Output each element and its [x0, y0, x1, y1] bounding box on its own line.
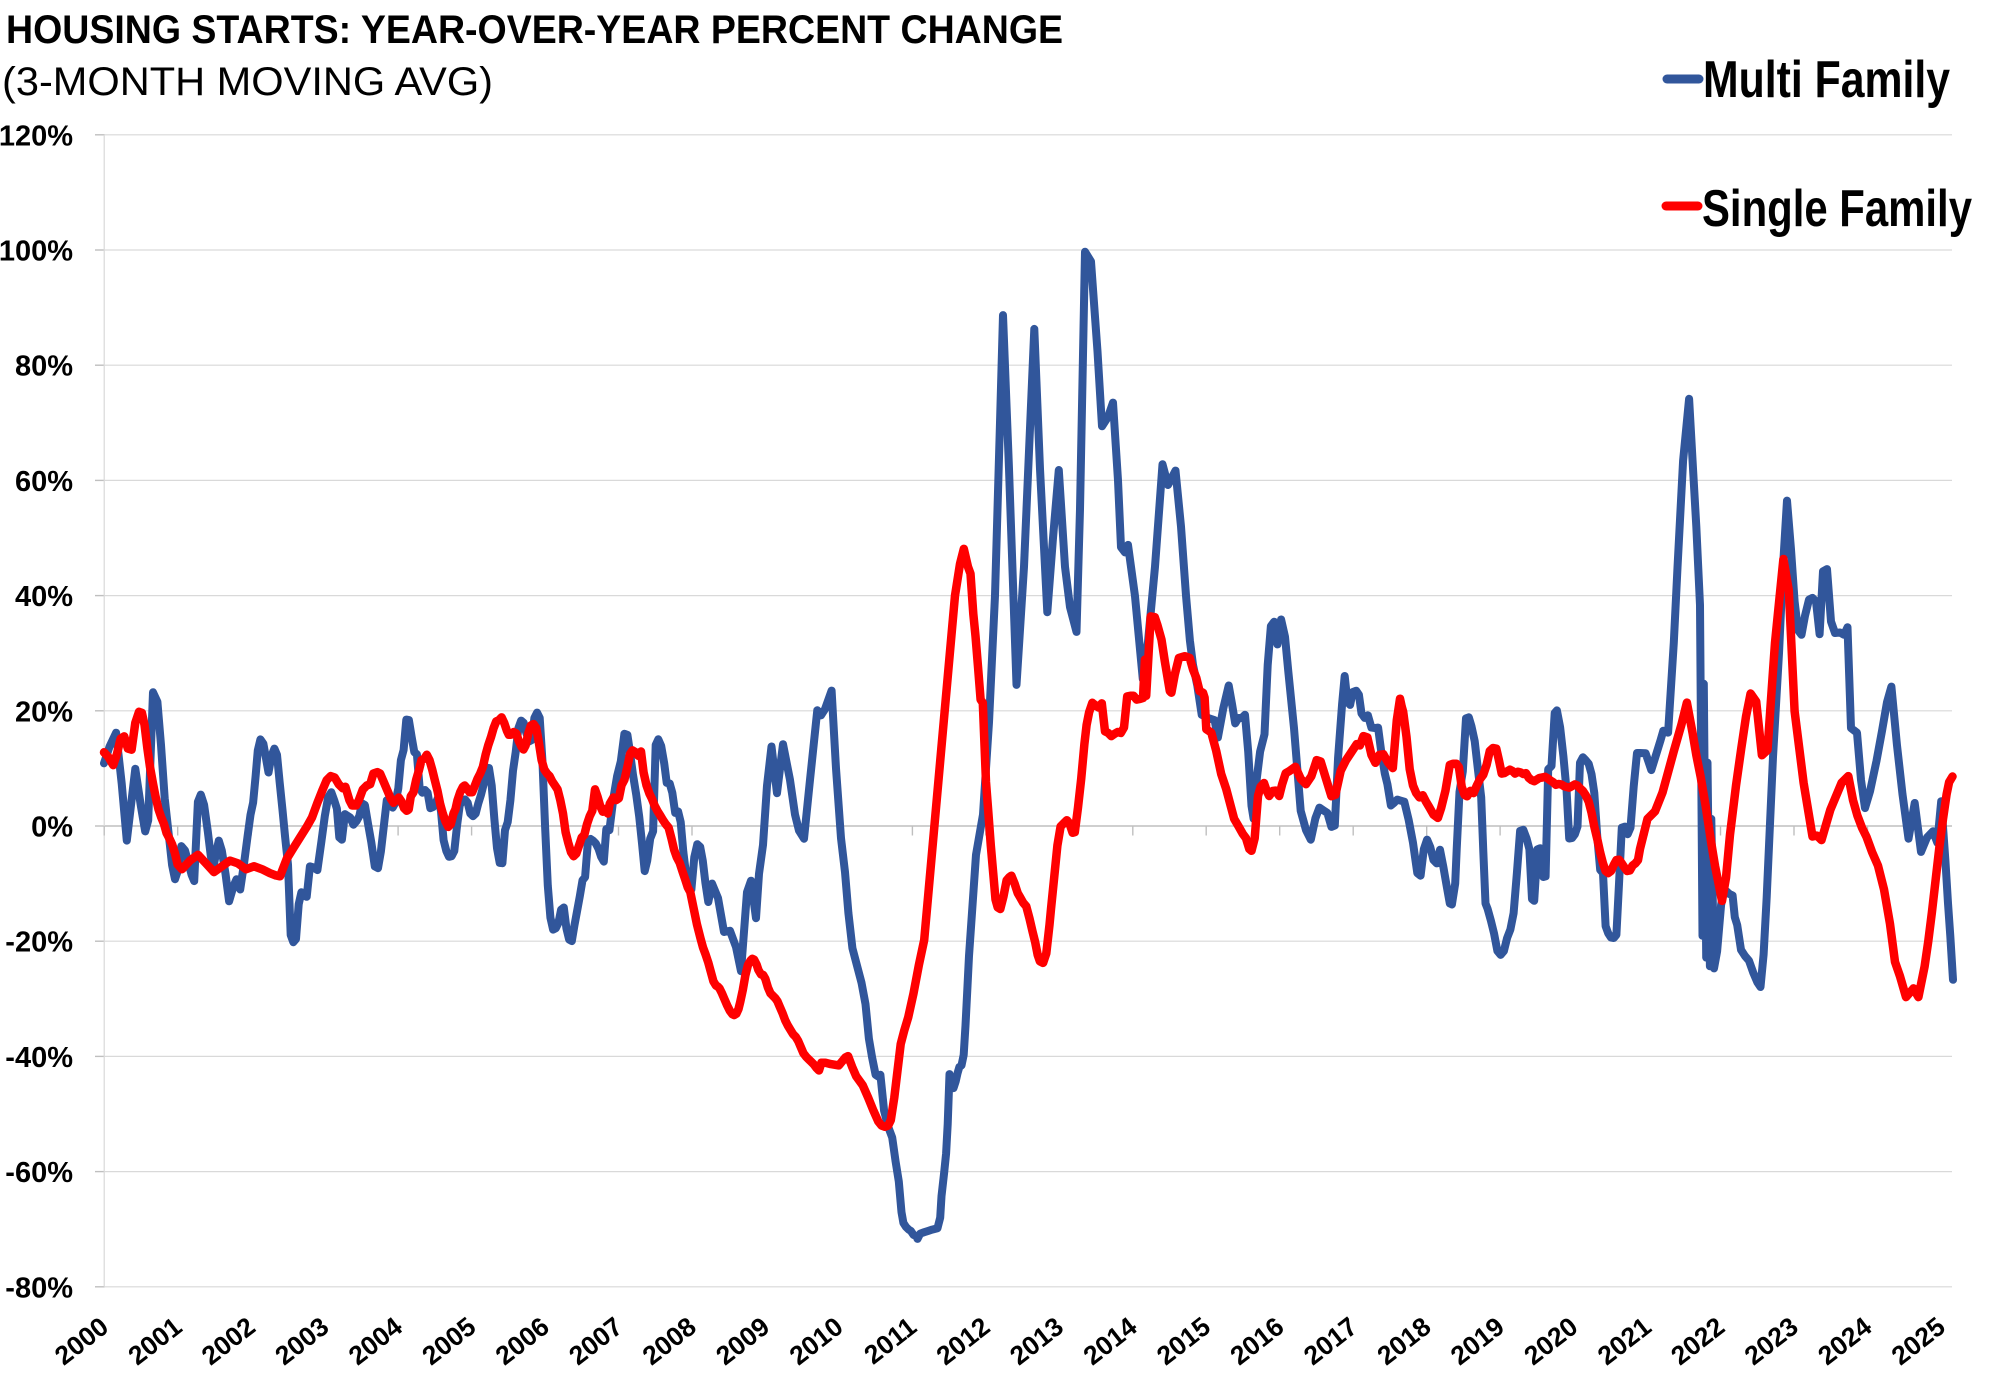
svg-text:0%: 0% [31, 812, 73, 844]
svg-text:-40%: -40% [5, 1042, 73, 1074]
svg-text:-80%: -80% [5, 1272, 73, 1304]
svg-text:80%: 80% [15, 351, 73, 383]
svg-text:HOUSING STARTS: YEAR-OVER-YEAR: HOUSING STARTS: YEAR-OVER-YEAR PERCENT C… [6, 8, 1063, 52]
svg-text:40%: 40% [15, 581, 73, 613]
svg-text:20%: 20% [15, 696, 73, 728]
svg-text:-20%: -20% [5, 927, 73, 959]
svg-text:-60%: -60% [5, 1157, 73, 1189]
svg-text:60%: 60% [15, 466, 73, 498]
svg-text:Multi Family: Multi Family [1703, 51, 1950, 109]
svg-text:Single Family: Single Family [1702, 180, 1972, 238]
svg-text:(3-MONTH MOVING AVG): (3-MONTH MOVING AVG) [2, 60, 493, 104]
svg-text:120%: 120% [0, 120, 73, 152]
svg-text:100%: 100% [0, 236, 73, 268]
